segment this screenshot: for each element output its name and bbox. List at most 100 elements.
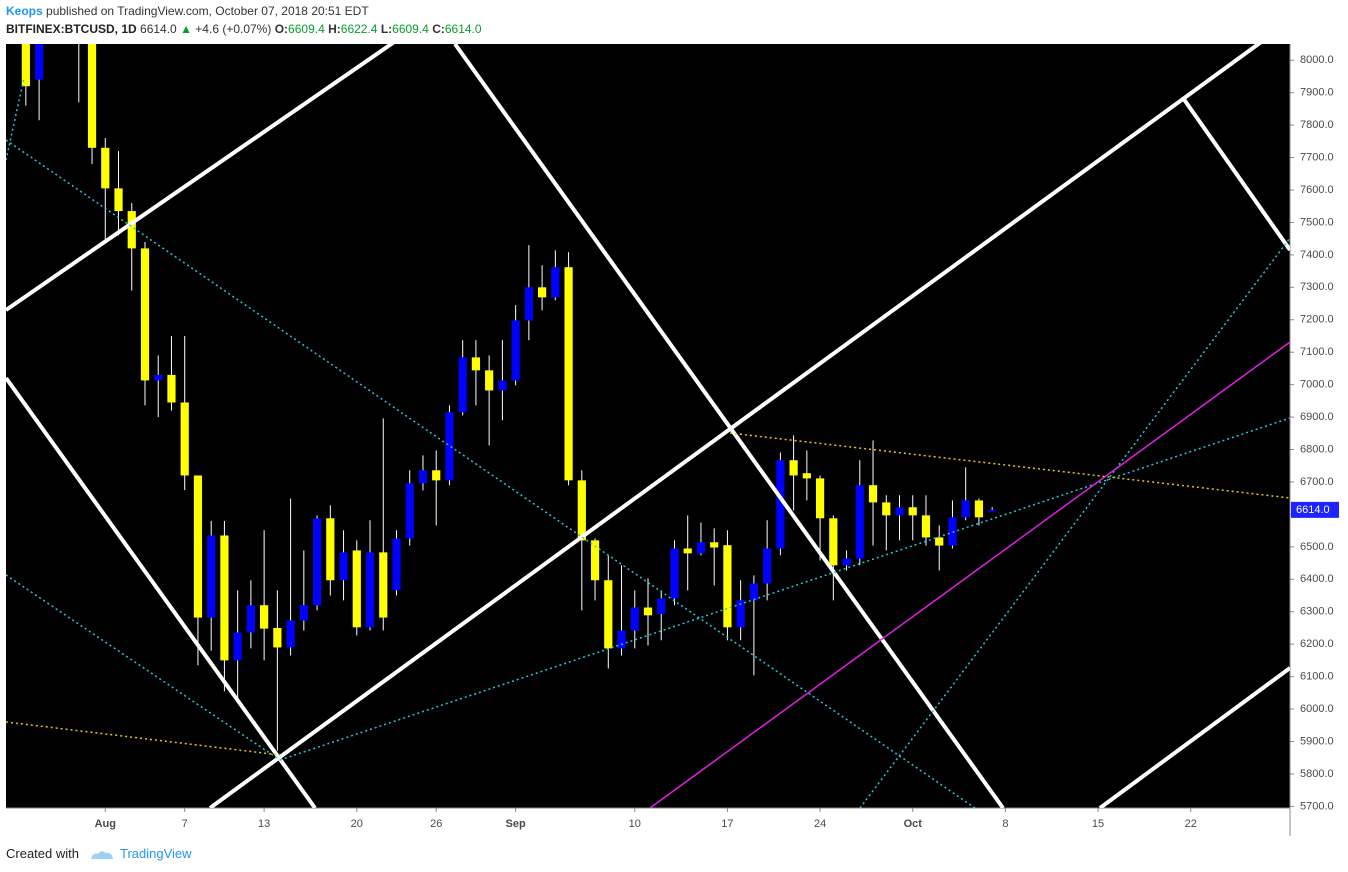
candle-body	[180, 402, 189, 476]
cloud	[90, 850, 113, 859]
y-tick-label: 7400.0	[1300, 249, 1334, 261]
dotted-line	[729, 432, 1290, 499]
candle-body	[233, 632, 242, 661]
candle-body	[974, 500, 984, 518]
last-price-label: 6614.0	[1296, 504, 1330, 516]
l: 6609.4	[392, 22, 429, 36]
trend-line	[208, 44, 1262, 808]
y-tick-label: 7700.0	[1300, 151, 1334, 163]
candle-body	[696, 542, 706, 554]
candle-body	[511, 320, 520, 381]
x-tick-label: 15	[1092, 818, 1104, 830]
x-tick-label: Sep	[506, 818, 526, 830]
candle-body	[670, 548, 679, 599]
dotted-lines	[6, 77, 1290, 808]
candle-body	[273, 627, 282, 648]
candle-body	[921, 515, 931, 538]
y-tick-label: 7900.0	[1300, 87, 1334, 99]
candle-body	[392, 538, 401, 591]
candle-body	[471, 357, 481, 371]
candle-body	[167, 374, 176, 403]
y-tick-label: 7000.0	[1300, 379, 1334, 391]
l-label: L:	[380, 22, 393, 36]
candle-body	[140, 248, 150, 381]
x-tick-label: Aug	[95, 818, 116, 830]
c-label: C:	[432, 22, 445, 36]
y-tick-label: 6700.0	[1300, 476, 1334, 488]
x-tick-label: 7	[182, 818, 188, 830]
candle-body	[895, 507, 904, 516]
candle-body	[418, 470, 428, 484]
candle-body	[855, 485, 864, 559]
candle-body	[299, 605, 308, 621]
change: +4.6 (+0.07%)	[195, 22, 272, 36]
x-tick-label: 24	[814, 818, 826, 830]
candle-body	[379, 552, 388, 618]
symbol-line: BITFINEX:BTCUSD, 1D 6614.0 ▲ +4.6 (+0.07…	[6, 22, 482, 36]
y-tick-label: 6300.0	[1300, 606, 1334, 618]
candle-body	[405, 483, 414, 539]
x-tick-label: 22	[1185, 818, 1197, 830]
x-tick-label: Oct	[904, 818, 923, 830]
candle-body	[154, 374, 163, 381]
candle-body	[339, 552, 348, 581]
candle-body	[683, 548, 692, 554]
trend-line	[6, 44, 395, 312]
trend-lines	[6, 44, 1290, 808]
candle-body	[312, 518, 322, 606]
candle-body	[445, 412, 454, 481]
candle-body	[882, 502, 891, 516]
axes: 5700.0 5800.0 5900.0 6000.0 6100.0 6200.0 6300…	[95, 54, 1339, 830]
brand[interactable]: TradingView	[120, 846, 192, 861]
y-tick-label: 7300.0	[1300, 281, 1334, 293]
candle-body	[617, 630, 626, 649]
y-tick-label: 6200.0	[1300, 638, 1334, 650]
trend-line	[453, 44, 1005, 808]
published: published on TradingView.com, October 07…	[46, 4, 369, 18]
candles	[21, 0, 997, 751]
candle-body	[776, 460, 785, 549]
candle-body	[657, 598, 666, 614]
author[interactable]: Keops	[6, 4, 43, 18]
candle-body	[763, 548, 772, 584]
x-tick-label: 10	[629, 818, 641, 830]
o: 6609.4	[288, 22, 325, 36]
y-tick-label: 7600.0	[1300, 184, 1334, 196]
candle-body	[829, 518, 838, 566]
candle-body	[815, 478, 825, 519]
trend-line	[1181, 96, 1290, 252]
dotted-line	[6, 574, 281, 761]
trend-line	[6, 376, 317, 808]
y-tick-label: 7800.0	[1300, 119, 1334, 131]
logo	[90, 850, 113, 859]
candle-body	[948, 517, 957, 546]
candle-body	[577, 480, 586, 541]
candle-body	[935, 537, 944, 546]
candle-body	[48, 0, 56, 2]
last-price-box	[1291, 501, 1339, 518]
candle-body	[286, 620, 295, 648]
candle-body	[789, 460, 798, 476]
dotted-line	[6, 77, 25, 161]
y-tick-label: 6400.0	[1300, 573, 1334, 585]
last: 6614.0	[140, 22, 177, 36]
yellow-dotted-lines	[6, 432, 1290, 756]
up-arrow: ▲	[180, 22, 192, 36]
candle-body	[193, 475, 203, 618]
candle-body	[590, 540, 600, 581]
candle-body	[75, 0, 83, 2]
h: 6622.4	[340, 22, 378, 36]
y-tick-label: 6800.0	[1300, 443, 1334, 455]
dotted-line	[859, 237, 1290, 808]
candle-body	[710, 542, 719, 548]
o-label: O:	[274, 22, 289, 36]
candle-body	[961, 500, 970, 518]
y-tick-label: 7500.0	[1300, 216, 1334, 228]
candle-body	[537, 287, 547, 298]
candle-body	[114, 188, 123, 212]
candle-body	[868, 485, 878, 503]
x-tick-label: 20	[351, 818, 363, 830]
candle-body	[643, 607, 653, 616]
created-with: Created with	[6, 846, 79, 861]
